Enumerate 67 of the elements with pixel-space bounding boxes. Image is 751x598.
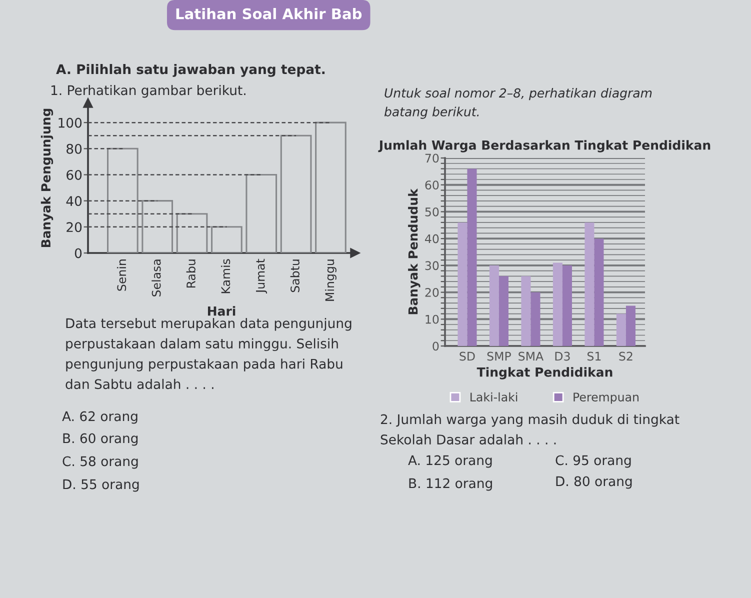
- bar: [142, 200, 174, 253]
- bar: [489, 265, 499, 346]
- bar: [562, 265, 572, 346]
- y-tick-label: 20: [66, 222, 82, 232]
- bar: [594, 238, 604, 346]
- text: Data tersebut merupakan data pengunjung perpustakaan dalam satu minggu. Selisih pengunjung perpustakaan pada hari Rabu dan Sabtu adalah . . . .: [66, 318, 352, 390]
- x-tick-label: Senin: [116, 260, 126, 291]
- y-tick-label: 60: [425, 180, 439, 190]
- y-tick-label: 0: [432, 342, 439, 351]
- bar: [616, 314, 626, 346]
- bar: [467, 168, 477, 346]
- y-tick-label: 80: [66, 144, 82, 154]
- bar: [521, 276, 531, 346]
- x-tick-label: D3: [555, 352, 570, 361]
- legend-label: Laki-laki: [470, 392, 518, 402]
- y-tick-label: 10: [426, 314, 439, 324]
- x-tick-label: Kamis: [220, 259, 230, 294]
- x-tick-label: Sabtu: [290, 260, 300, 292]
- y-tick-label: 20: [425, 288, 439, 297]
- chart-title: Jumlah Warga Berdasarkan Tingkat Pendidikan: [378, 140, 710, 152]
- bar: [211, 226, 242, 253]
- y-tick-label: 60: [66, 170, 82, 180]
- text: B. 60 orang: [63, 433, 138, 446]
- text: Untuk soal nomor 2–8, perhatikan diagram batang berikut.: [384, 88, 652, 119]
- text: A. 62 orang: [62, 411, 138, 424]
- bar: [315, 122, 346, 253]
- x-tick-label: S1: [587, 352, 601, 361]
- y-tick-label: 40: [425, 234, 439, 244]
- bar: [280, 134, 312, 253]
- text: 2. Jumlah warga yang masih duduk di tingkat Sekolah Dasar adalah . . . .: [380, 414, 680, 444]
- y-tick-label: 0: [74, 248, 82, 258]
- x-tick-label: Jumat: [256, 258, 267, 294]
- bar: [498, 276, 508, 346]
- x-axis-title: Hari: [208, 306, 236, 316]
- y-tick-label: 100: [58, 118, 82, 128]
- y-tick-label: 30: [425, 261, 439, 270]
- y-axis-title: Banyak Pengunjung: [40, 108, 54, 248]
- x-axis-title: Tingkat Pendidikan: [476, 367, 612, 380]
- x-tick-label: SMA: [518, 352, 544, 361]
- x-tick-label: SD: [460, 352, 475, 361]
- x-tick-label: Rabu: [186, 260, 196, 288]
- bar: [246, 174, 278, 253]
- text: C. 95 orang: [556, 455, 631, 468]
- y-tick-label: 70: [425, 154, 439, 163]
- x-tick-label: S2: [619, 352, 632, 361]
- legend-label: Perempuan: [574, 392, 639, 404]
- text: Latihan Soal Akhir Bab: [176, 8, 362, 20]
- x-tick-label: SMP: [487, 352, 511, 361]
- y-axis-title: Banyak Penduduk: [408, 188, 420, 314]
- bar: [530, 292, 540, 346]
- text: C. 58 orang: [62, 456, 138, 469]
- bar: [176, 213, 208, 253]
- bar: [626, 306, 636, 346]
- text: 1. Perhatikan gambar berikut.: [51, 85, 246, 98]
- bar: [107, 148, 138, 253]
- x-tick-label: Selasa: [152, 260, 161, 296]
- bar: [458, 222, 468, 346]
- text: A. Pilihlah satu jawaban yang tepat.: [56, 64, 325, 77]
- text: A. 125 orang: [408, 455, 492, 468]
- bar: [584, 222, 594, 346]
- text: D. 55 orang: [63, 479, 139, 492]
- text: B. 112 orang: [409, 478, 492, 491]
- y-tick-label: 50: [425, 207, 439, 216]
- bar: [552, 262, 562, 346]
- y-tick-label: 40: [66, 196, 82, 206]
- x-tick-label: Minggu: [325, 260, 336, 301]
- text: D. 80 orang: [556, 476, 632, 489]
